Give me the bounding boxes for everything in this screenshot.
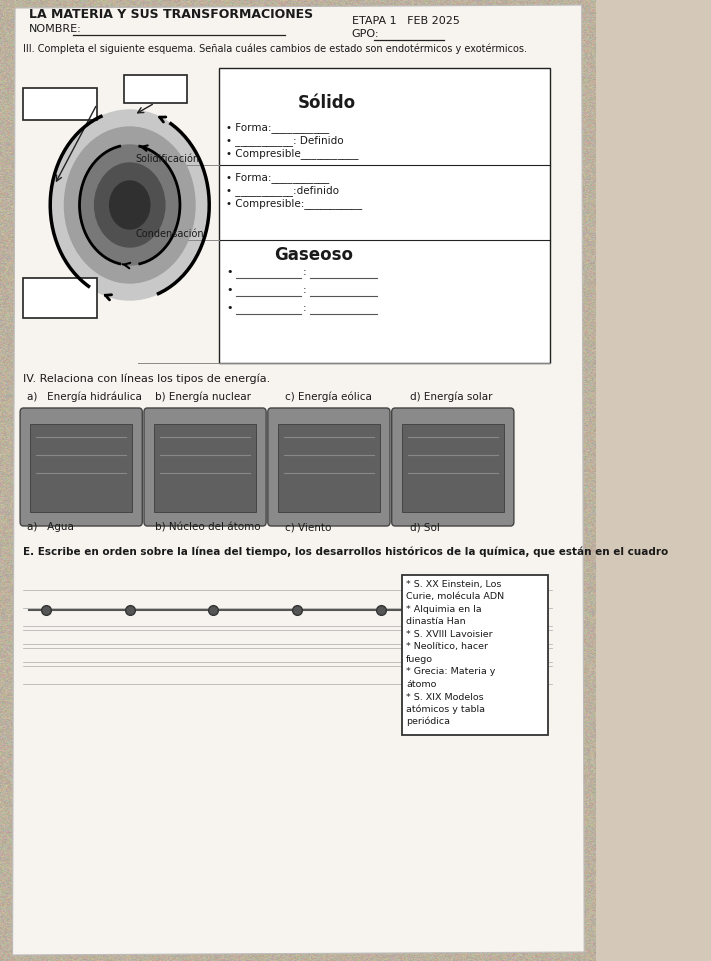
Text: c) Energía eólica: c) Energía eólica <box>284 391 371 402</box>
Circle shape <box>50 110 209 300</box>
Text: :: : <box>303 285 306 295</box>
Text: * S. XIX Modelos: * S. XIX Modelos <box>406 693 483 702</box>
Text: :: : <box>303 303 306 313</box>
Text: Condensación: Condensación <box>136 229 204 239</box>
FancyBboxPatch shape <box>402 575 548 735</box>
Text: * Grecia: Materia y: * Grecia: Materia y <box>406 668 496 677</box>
Text: III. Completa el siguiente esquema. Señala cuáles cambios de estado son endotérm: III. Completa el siguiente esquema. Seña… <box>23 43 528 54</box>
Text: •: • <box>226 285 232 295</box>
Text: • ___________:definido: • ___________:definido <box>226 185 339 196</box>
FancyBboxPatch shape <box>154 424 256 512</box>
Text: • Forma:___________: • Forma:___________ <box>226 122 329 133</box>
Text: NOMBRE:: NOMBRE: <box>29 24 82 34</box>
Circle shape <box>109 181 150 229</box>
Text: • Forma:___________: • Forma:___________ <box>226 172 329 183</box>
Text: * Alquimia en la: * Alquimia en la <box>406 605 481 614</box>
Text: dinastía Han: dinastía Han <box>406 618 466 627</box>
Circle shape <box>95 163 165 247</box>
Text: átomo: átomo <box>406 680 437 689</box>
Text: Solidificación: Solidificación <box>136 154 200 164</box>
Circle shape <box>80 145 180 265</box>
Text: IV. Relaciona con líneas los tipos de energía.: IV. Relaciona con líneas los tipos de en… <box>23 374 271 384</box>
FancyBboxPatch shape <box>402 424 504 512</box>
Text: * S. XX Einstein, Los: * S. XX Einstein, Los <box>406 580 501 589</box>
Text: periódica: periódica <box>406 717 450 727</box>
Text: •: • <box>226 267 232 277</box>
Text: atómicos y tabla: atómicos y tabla <box>406 704 485 714</box>
Polygon shape <box>13 5 584 955</box>
Text: LA MATERIA Y SUS TRANSFORMACIONES: LA MATERIA Y SUS TRANSFORMACIONES <box>29 8 314 21</box>
Text: c) Viento: c) Viento <box>284 522 331 532</box>
FancyBboxPatch shape <box>30 424 132 512</box>
Text: fuego: fuego <box>406 655 433 664</box>
Text: • ___________: Definido: • ___________: Definido <box>226 135 343 146</box>
Text: a)   Energía hidráulica: a) Energía hidráulica <box>27 391 141 402</box>
Text: :: : <box>303 267 306 277</box>
FancyBboxPatch shape <box>219 68 550 363</box>
FancyBboxPatch shape <box>278 424 380 512</box>
Text: * S. XVIII Lavoisier: * S. XVIII Lavoisier <box>406 630 493 639</box>
Text: b) Núcleo del átomo: b) Núcleo del átomo <box>155 522 260 532</box>
Text: Curie, molécula ADN: Curie, molécula ADN <box>406 593 504 602</box>
FancyBboxPatch shape <box>144 408 266 526</box>
FancyBboxPatch shape <box>20 408 142 526</box>
Text: •: • <box>226 303 232 313</box>
Text: • Compresible___________: • Compresible___________ <box>226 148 358 159</box>
Text: d) Energía solar: d) Energía solar <box>410 391 493 402</box>
FancyBboxPatch shape <box>23 278 97 318</box>
FancyBboxPatch shape <box>268 408 390 526</box>
Circle shape <box>65 127 195 283</box>
Text: E. Escribe en orden sobre la línea del tiempo, los desarrollos históricos de la : E. Escribe en orden sobre la línea del t… <box>23 547 668 557</box>
Text: GPO:: GPO: <box>351 29 379 39</box>
FancyBboxPatch shape <box>23 88 97 120</box>
FancyBboxPatch shape <box>124 75 187 103</box>
Text: * Neolítico, hacer: * Neolítico, hacer <box>406 643 488 652</box>
Text: b) Energía nuclear: b) Energía nuclear <box>155 391 251 402</box>
Text: ETAPA 1   FEB 2025: ETAPA 1 FEB 2025 <box>351 16 459 26</box>
Text: Sólido: Sólido <box>297 94 356 112</box>
Text: d) Sol: d) Sol <box>410 522 440 532</box>
FancyBboxPatch shape <box>392 408 514 526</box>
Text: Gaseoso: Gaseoso <box>274 246 353 264</box>
Text: • Compresible:___________: • Compresible:___________ <box>226 198 362 209</box>
Text: a)   Agua: a) Agua <box>27 522 74 532</box>
